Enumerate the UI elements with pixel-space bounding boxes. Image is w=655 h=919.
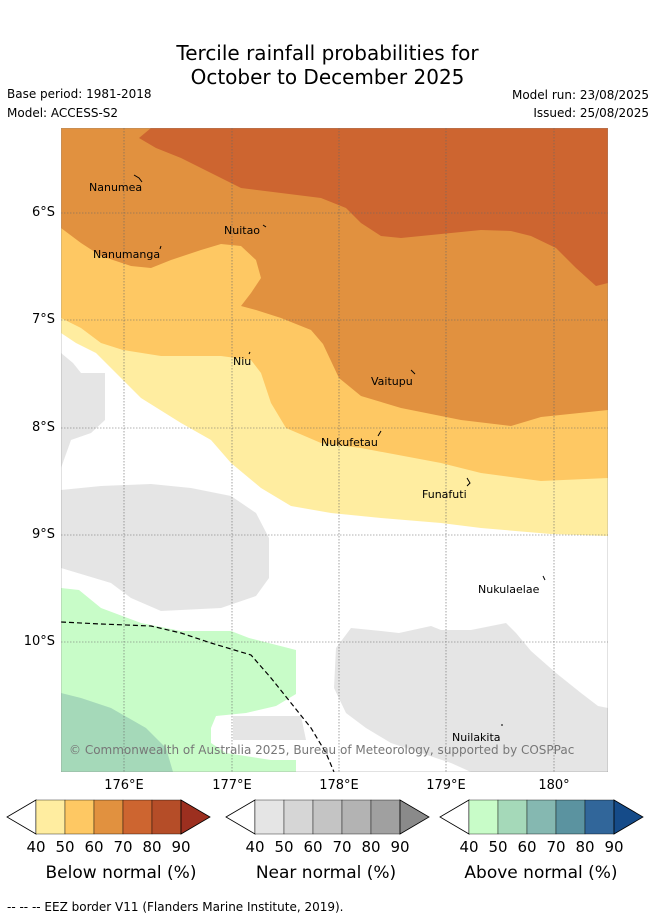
lon-label-176e: 176°E [104, 778, 144, 793]
vaitupu-island [410, 369, 416, 375]
place-label-nukufetau: Nukufetau [321, 436, 378, 449]
nuitao-island [262, 224, 267, 228]
lon-label-177e: 177°E [212, 778, 252, 793]
place-label-niu: Niu [233, 355, 252, 368]
lat-label-6s: 6°S [31, 205, 55, 220]
lon-label-178e: 178°E [319, 778, 359, 793]
eez-border-line [61, 621, 335, 772]
place-label-vaitupu: Vaitupu [371, 375, 413, 388]
above-normal-swatch [497, 799, 528, 835]
place-label-funafuti: Funafuti [422, 488, 467, 501]
lat-label-7s: 7°S [31, 312, 55, 327]
near-normal-swatch [341, 799, 372, 835]
above-normal-swatch [555, 799, 586, 835]
nukufetau-island [377, 430, 382, 437]
map-title-line1: Tercile rainfall probabilities for [176, 41, 479, 65]
place-label-nuilakita: Nuilakita [452, 731, 501, 744]
near-normal-region-islet [233, 716, 306, 740]
model-name: Model: ACCESS-S2 [7, 106, 119, 120]
below-normal-70-region [139, 128, 608, 286]
island-markers [133, 174, 546, 726]
above-normal-tick-label: 40 [459, 838, 479, 856]
below-normal-swatch [93, 799, 124, 835]
above-normal-50-region [61, 693, 173, 772]
near-normal-swatch [312, 799, 343, 835]
below-normal-swatch [35, 799, 66, 835]
nukulaelae-island [542, 575, 546, 581]
colorbar-below-normal [6, 799, 211, 835]
colorbar-above-normal [439, 799, 644, 835]
base-period: Base period: 1981-2018 [7, 87, 152, 101]
near-normal-region-west [61, 353, 105, 468]
near-normal-swatch [370, 799, 401, 835]
nanumea-island [133, 174, 143, 183]
below-normal-swatch [151, 799, 182, 835]
near-normal-swatch [254, 799, 285, 835]
above-normal-under-triangle [439, 799, 470, 835]
above-normal-swatch [584, 799, 615, 835]
colorbar-title-above-normal: Above normal (%) [464, 863, 618, 883]
place-label-nuitao: Nuitao [224, 224, 261, 237]
rainfall-probability-map [61, 128, 608, 772]
lat-label-8s: 8°S [31, 420, 55, 435]
below-normal-tick-label: 40 [26, 838, 46, 856]
near-normal-region-central [61, 484, 269, 611]
above-normal-tick-label: 60 [517, 838, 537, 856]
near-normal-region-south [334, 623, 608, 772]
eez-border-footnote: -- -- -- EEZ border V11 (Flanders Marine… [7, 900, 344, 914]
issued-date: Issued: 25/08/2025 [533, 106, 649, 120]
lat-label-9s: 9°S [31, 527, 55, 542]
lon-label-180: 180° [538, 778, 570, 793]
copyright-notice: © Commonwealth of Australia 2025, Bureau… [69, 743, 575, 757]
colorbar-title-below-normal: Below normal (%) [45, 863, 197, 883]
near-normal-tick-label: 70 [332, 838, 352, 856]
near-normal-under-triangle [225, 799, 256, 835]
near-normal-tick-label: 90 [390, 838, 410, 856]
lon-label-179e: 179°E [426, 778, 466, 793]
below-normal-swatch [64, 799, 95, 835]
colorbar-near-normal [225, 799, 430, 835]
near-normal-tick-label: 80 [361, 838, 381, 856]
below-normal-tick-label: 60 [84, 838, 104, 856]
above-normal-swatch [526, 799, 557, 835]
below-normal-tick-label: 80 [142, 838, 162, 856]
nanumanga-island [159, 245, 162, 250]
below-normal-swatch [122, 799, 153, 835]
place-label-nanumanga: Nanumanga [93, 248, 161, 261]
below-normal-under-triangle [6, 799, 37, 835]
place-label-nukulaelae: Nukulaelae [478, 583, 540, 596]
colorbar-title-near-normal: Near normal (%) [255, 863, 397, 883]
near-normal-tick-label: 60 [303, 838, 323, 856]
place-label-nanumea: Nanumea [89, 181, 143, 194]
graticule [61, 128, 608, 772]
below-normal-tick-label: 70 [113, 838, 133, 856]
above-normal-tick-label: 80 [575, 838, 595, 856]
niu-island [248, 351, 251, 355]
model-run: Model run: 23/08/2025 [511, 88, 649, 102]
colorbars [6, 799, 644, 835]
above-normal-tick-label: 90 [604, 838, 624, 856]
lat-label-10s: 10°S [23, 634, 55, 649]
near-normal-over-triangle [399, 799, 430, 835]
funafuti-island [466, 477, 471, 487]
below-normal-tick-label: 90 [171, 838, 191, 856]
above-normal-tick-label: 70 [546, 838, 566, 856]
below-normal-tick-label: 50 [55, 838, 75, 856]
above-normal-swatch [468, 799, 499, 835]
near-normal-tick-label: 40 [245, 838, 265, 856]
below-normal-over-triangle [180, 799, 211, 835]
above-normal-over-triangle [613, 799, 644, 835]
above-normal-tick-label: 50 [488, 838, 508, 856]
near-normal-tick-label: 50 [274, 838, 294, 856]
near-normal-swatch [283, 799, 314, 835]
map-title-line2: October to December 2025 [190, 65, 465, 89]
